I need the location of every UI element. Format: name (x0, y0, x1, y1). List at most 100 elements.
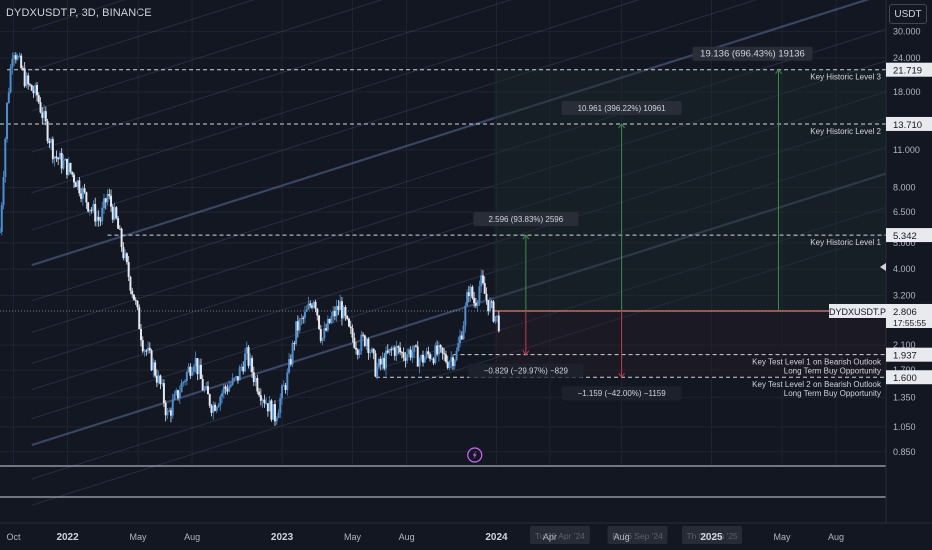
candle-body (349, 326, 352, 329)
candle-body (65, 158, 68, 175)
candle-body (453, 359, 456, 367)
candle-body (182, 381, 185, 384)
y-tick-label: 24.000 (893, 53, 921, 63)
y-tick-label: 8.000 (893, 182, 916, 192)
channel-line (31, 0, 870, 267)
candle-body (326, 319, 329, 331)
candle-body (312, 301, 315, 308)
candle-body (189, 366, 192, 376)
level-price-tag (886, 347, 932, 362)
candle-body (363, 335, 366, 346)
candle-body (457, 343, 460, 351)
key-level-label: Key Historic Level 1 (810, 238, 881, 247)
candle-body (441, 347, 444, 354)
candle-body (71, 171, 74, 175)
candle-body (277, 412, 280, 419)
candle-body (30, 85, 33, 91)
candle-body (180, 383, 183, 393)
candle-body (131, 290, 134, 295)
candle-body (196, 358, 199, 375)
candle-body (145, 350, 148, 352)
channel-line (31, 60, 887, 333)
candle-body (489, 301, 492, 312)
candle-body (321, 338, 324, 341)
candle-body (469, 286, 472, 297)
candle-body (37, 95, 40, 103)
candle-body (141, 340, 144, 352)
y-tick-label: 30.000 (893, 27, 921, 37)
candle-body (273, 404, 276, 422)
candle-body (420, 354, 423, 360)
candle-body (337, 306, 340, 310)
candle-body (25, 75, 28, 87)
x-tick-label: May (130, 532, 148, 542)
candle-body (381, 357, 384, 365)
candle-body (314, 301, 317, 309)
candle-body (51, 139, 54, 160)
candle-body (2, 176, 5, 206)
candle-body (217, 405, 220, 408)
candle-body (69, 162, 72, 172)
channel-line (31, 0, 640, 194)
candle-body (177, 390, 180, 399)
candle-body (0, 205, 3, 232)
candle-body (178, 392, 181, 399)
candle-body (124, 253, 127, 259)
candle-body (83, 188, 86, 193)
candle-body (171, 400, 174, 416)
candle-body (270, 400, 273, 420)
measure-label-box (561, 100, 682, 115)
candle-body (268, 400, 271, 412)
measure-arrow (618, 123, 626, 129)
candle-body (444, 354, 447, 362)
candle-body (102, 198, 105, 208)
candle-body (422, 354, 425, 363)
x-tick-label: Aug (184, 532, 200, 542)
current-symbol-text: DYDXUSDT.P (829, 307, 886, 317)
candle-body (99, 220, 102, 222)
candle-body (309, 303, 312, 306)
candle-body (233, 377, 236, 379)
candle-body (429, 354, 432, 360)
candle-body (434, 345, 437, 364)
x-tick-label: 2024 (485, 532, 508, 543)
candle-body (473, 297, 476, 304)
candle-body (265, 403, 268, 405)
candle-body (245, 347, 248, 354)
time-axis: Tu 30 Apr '24 Fr 06 Sep '24 Th 09 Jan '25 O… (7, 526, 844, 544)
candle-body (355, 347, 358, 350)
candle-body (346, 315, 349, 319)
channel-line (31, 0, 383, 112)
candle-body (360, 334, 363, 351)
candle-body (74, 182, 77, 188)
measure-label-box (468, 363, 584, 378)
candle-body (390, 348, 393, 350)
candle-body (43, 111, 46, 118)
candle-body (41, 112, 44, 118)
candle-body (46, 121, 49, 142)
currency-button[interactable]: USDT (889, 4, 927, 24)
candle-body (148, 347, 151, 351)
candle-body (215, 407, 218, 411)
candle-body (353, 337, 356, 348)
candle-body (413, 345, 416, 353)
level-price-tag (886, 116, 932, 131)
candle-body (344, 307, 347, 316)
candle-body (481, 275, 484, 284)
channel-line (31, 0, 255, 71)
candle-body (259, 395, 262, 401)
candle-body (492, 301, 495, 322)
measure-label: −1.159 (−42.00%) −1159 (578, 389, 667, 398)
y-tick-label: 1.700 (893, 365, 916, 375)
candle-body (95, 216, 98, 222)
candle-body (132, 294, 135, 301)
candle-body (425, 351, 428, 358)
candle-body (432, 358, 435, 364)
candle-body (208, 394, 211, 406)
candle-body (439, 345, 442, 348)
candle-body (258, 391, 261, 396)
candle-body (106, 194, 109, 203)
candle-body (298, 319, 301, 331)
